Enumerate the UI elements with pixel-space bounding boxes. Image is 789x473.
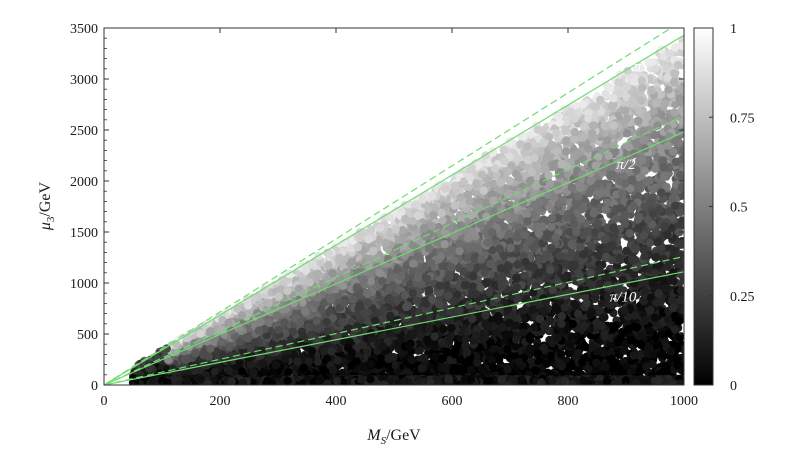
scatter-point [595, 279, 605, 289]
scatter-layer [128, 36, 684, 385]
